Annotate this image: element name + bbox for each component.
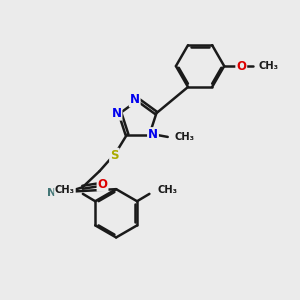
Text: CH₃: CH₃ [258, 61, 278, 71]
Text: N: N [130, 93, 140, 106]
Text: CH₃: CH₃ [158, 185, 177, 195]
Text: CH₃: CH₃ [55, 185, 75, 195]
Text: CH₃: CH₃ [174, 132, 194, 142]
Text: N: N [112, 107, 122, 120]
Text: NH: NH [46, 188, 65, 198]
Text: O: O [236, 60, 246, 73]
Text: S: S [110, 149, 118, 162]
Text: N: N [148, 128, 158, 141]
Text: O: O [98, 178, 107, 191]
